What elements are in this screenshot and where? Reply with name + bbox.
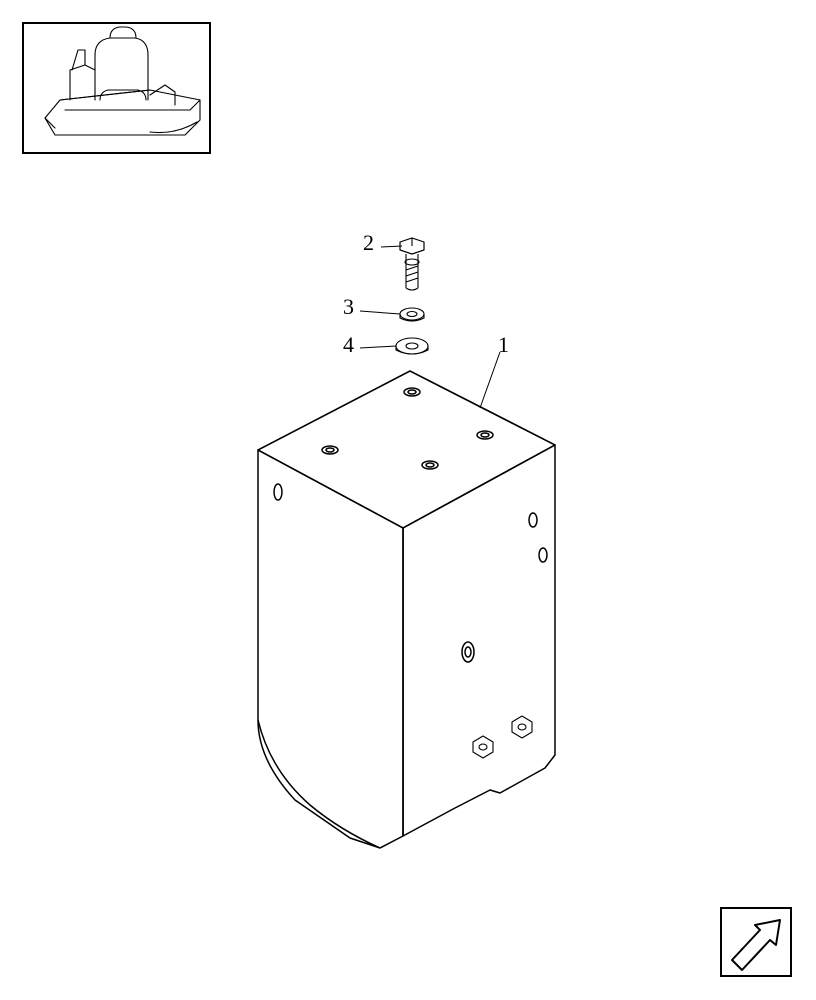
thumbnail-frame: [23, 23, 210, 153]
line-art: [0, 0, 816, 1000]
thumbnail-content: [45, 27, 200, 135]
callout-4: 4: [343, 332, 354, 358]
nav-arrow-badge[interactable]: [721, 908, 791, 976]
part-lock-washer: [400, 308, 424, 321]
part-bolt: [400, 238, 424, 290]
callout-2: 2: [363, 230, 374, 256]
callout-1: 1: [498, 332, 509, 358]
part-housing: [258, 371, 555, 848]
part-flat-washer: [396, 338, 428, 354]
callout-3: 3: [343, 294, 354, 320]
diagram-canvas: 1 2 3 4: [0, 0, 816, 1000]
